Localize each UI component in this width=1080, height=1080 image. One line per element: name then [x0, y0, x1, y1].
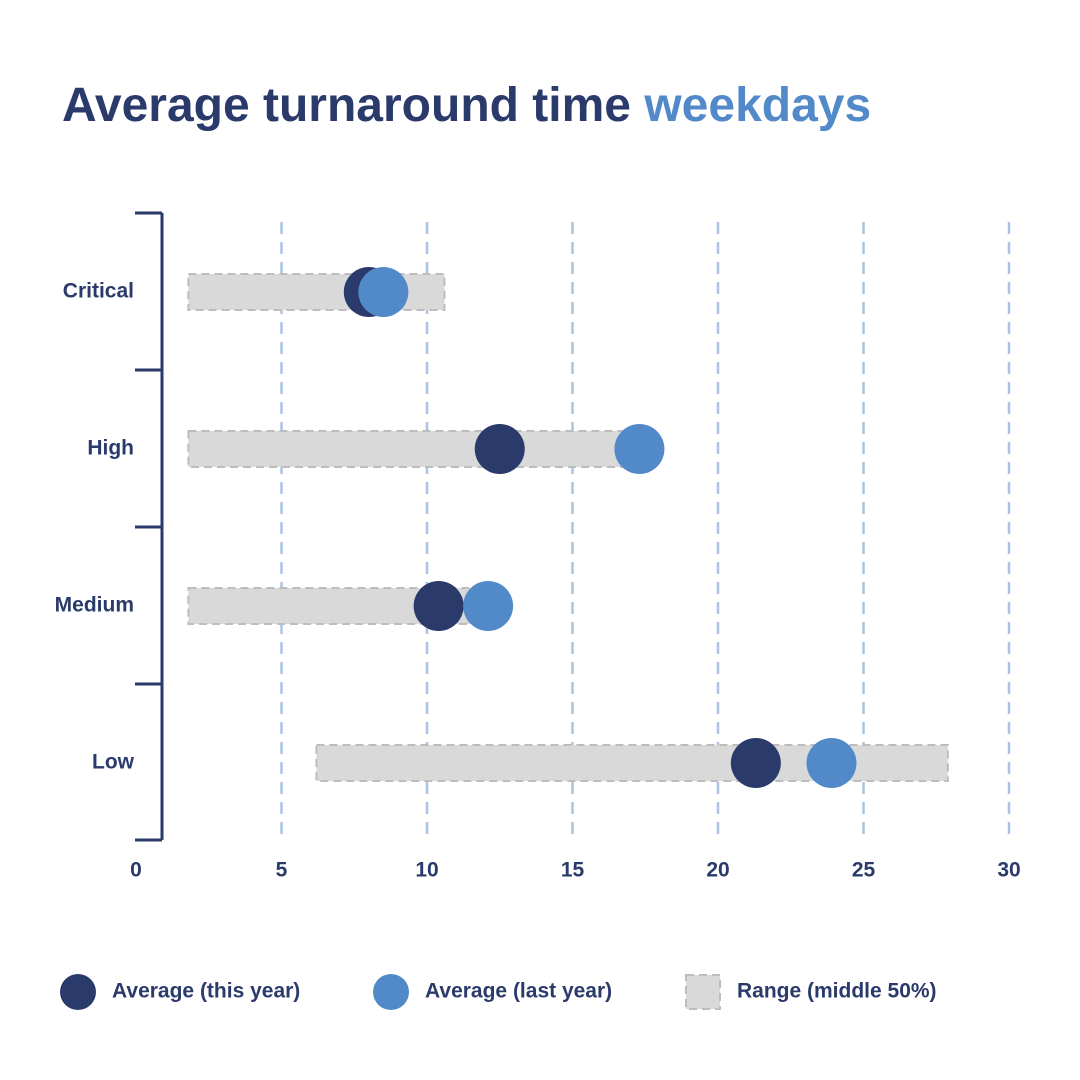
dot [806, 738, 857, 788]
chart-title: Average turnaround time weekdays [62, 79, 871, 132]
x-tick-label: 10 [415, 859, 438, 882]
y-tick-label: Medium [55, 594, 134, 617]
dot [358, 267, 409, 317]
y-tick-label: Critical [63, 280, 134, 303]
y-tick-label: High [87, 437, 134, 460]
legend-label: Average (this year) [112, 980, 300, 1003]
dot [730, 738, 781, 788]
dot [463, 581, 514, 631]
dot [413, 581, 464, 631]
title-main: Average turnaround time [62, 79, 631, 132]
legend-label: Range (middle 50%) [737, 980, 937, 1003]
legend-marker [373, 974, 409, 1010]
x-tick-label: 25 [852, 859, 876, 882]
title-highlight: weekdays [643, 79, 871, 132]
range-bar [187, 430, 632, 468]
y-axis-bracket [135, 211, 164, 842]
dot [614, 424, 665, 474]
y-tick-label: Low [92, 751, 135, 774]
legend-marker [60, 974, 96, 1010]
legend-label: Average (last year) [425, 980, 612, 1003]
x-tick-label: 30 [997, 859, 1020, 882]
x-tick-label: 0 [130, 859, 142, 882]
dot [474, 424, 525, 474]
legend-marker [685, 974, 721, 1010]
x-tick-label: 5 [276, 859, 288, 882]
x-tick-label: 20 [706, 859, 729, 882]
x-tick-label: 15 [561, 859, 585, 882]
